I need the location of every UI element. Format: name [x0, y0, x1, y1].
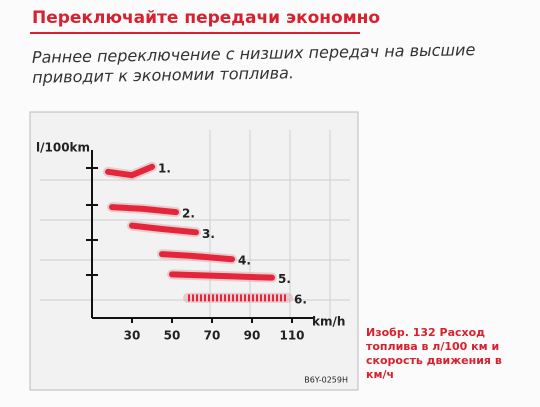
title: Переключайте передачи экономно: [32, 8, 381, 28]
curve-label: 1.: [158, 161, 171, 175]
curve-label: 5.: [278, 272, 291, 286]
x-tick-label: 50: [164, 329, 181, 343]
caption-line: скорость движения в: [366, 354, 502, 367]
curve: [105, 163, 155, 179]
curve-label: 3.: [202, 227, 215, 241]
curve-label: 4.: [238, 254, 251, 268]
caption-line: км/ч: [366, 368, 395, 381]
x-tick-label: 90: [244, 329, 261, 343]
title-rule: [30, 32, 360, 34]
caption-line: Изобр. 132 Расход: [366, 326, 486, 339]
curve: [129, 222, 199, 236]
curve: [169, 271, 275, 281]
x-tick-label: 110: [279, 329, 304, 343]
curve-label: 2.: [182, 207, 195, 221]
figure-code: B6Y-0259H: [304, 376, 348, 385]
x-tick-label: 70: [204, 329, 221, 343]
x-axis-label: km/h: [312, 315, 345, 329]
curve: [109, 204, 179, 216]
caption-line: топлива в л/100 км и: [366, 340, 500, 353]
curve: [159, 251, 235, 263]
axes: [86, 150, 314, 319]
x-tick-label: 30: [124, 329, 141, 343]
curve-label: 6.: [294, 292, 307, 306]
y-axis-label: l/100km: [36, 141, 90, 155]
caption: Изобр. 132 Расход топлива в л/100 км и с…: [366, 326, 502, 382]
